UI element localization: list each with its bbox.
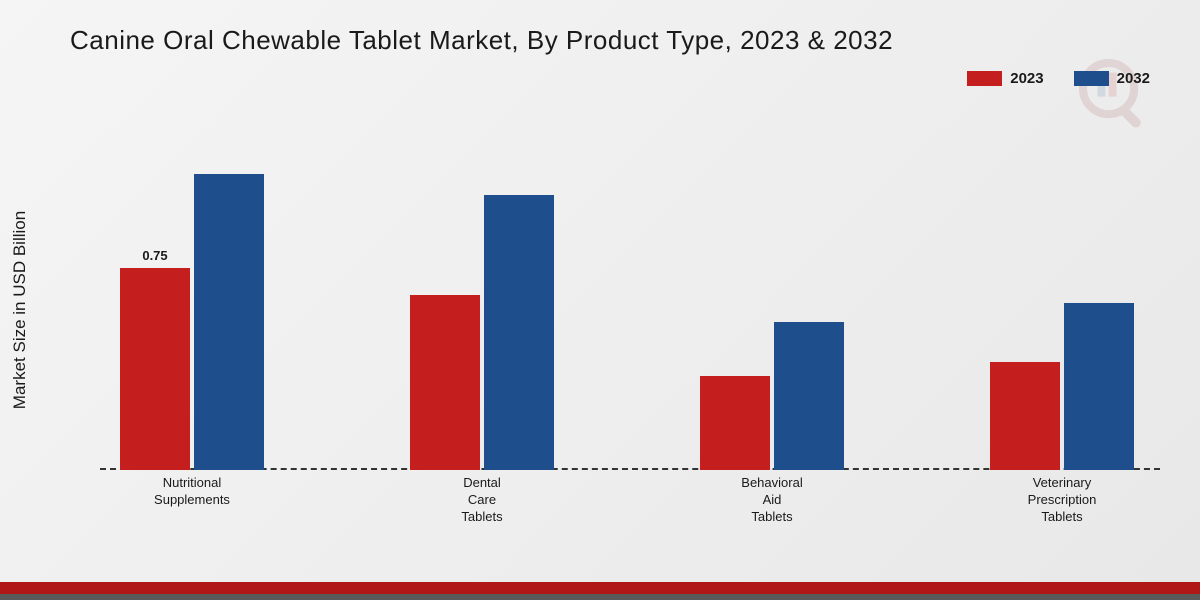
chart-title: Canine Oral Chewable Tablet Market, By P… <box>70 25 893 56</box>
legend-label-2032: 2032 <box>1117 70 1150 87</box>
legend-swatch-2023 <box>967 71 1002 86</box>
bar <box>1064 303 1134 470</box>
plot-area: 0.75 <box>100 120 1160 470</box>
x-axis-label: DentalCareTablets <box>410 475 554 526</box>
legend-item-2023: 2023 <box>967 70 1043 87</box>
x-axis-labels: NutritionalSupplements DentalCareTablets B… <box>100 475 1160 535</box>
legend-swatch-2032 <box>1074 71 1109 86</box>
bar <box>700 376 770 470</box>
bar <box>194 174 264 470</box>
bar <box>484 195 554 470</box>
footer-bar <box>0 582 1200 600</box>
footer-bar-red <box>0 582 1200 594</box>
x-axis-label: NutritionalSupplements <box>120 475 264 509</box>
bar: 0.75 <box>120 268 190 470</box>
x-axis-label: VeterinaryPrescriptionTablets <box>990 475 1134 526</box>
bar-group: 0.75 <box>120 174 264 470</box>
legend-item-2032: 2032 <box>1074 70 1150 87</box>
bar <box>990 362 1060 470</box>
footer-bar-grey <box>0 594 1200 600</box>
bar-value-label: 0.75 <box>142 248 167 263</box>
bar <box>774 322 844 470</box>
chart-container: Canine Oral Chewable Tablet Market, By P… <box>0 0 1200 600</box>
bar-group <box>990 303 1134 470</box>
legend: 2023 2032 <box>967 70 1150 87</box>
x-axis-label: BehavioralAidTablets <box>700 475 844 526</box>
bar-group <box>410 195 554 470</box>
legend-label-2023: 2023 <box>1010 70 1043 87</box>
bar-group <box>700 322 844 470</box>
bar <box>410 295 480 470</box>
